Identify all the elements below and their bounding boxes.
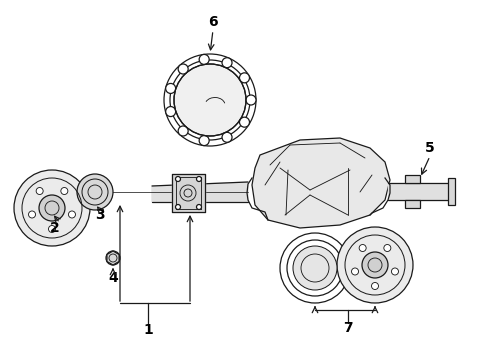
Circle shape [362, 252, 388, 278]
Circle shape [69, 211, 75, 218]
Circle shape [287, 240, 343, 296]
Circle shape [49, 225, 55, 233]
Circle shape [222, 132, 232, 142]
Circle shape [170, 60, 250, 140]
Circle shape [280, 233, 350, 303]
Circle shape [359, 244, 366, 252]
Circle shape [166, 107, 175, 117]
Circle shape [392, 268, 398, 275]
Circle shape [166, 84, 175, 94]
Polygon shape [152, 182, 248, 202]
Circle shape [77, 174, 113, 210]
Text: 4: 4 [108, 271, 118, 285]
Circle shape [384, 244, 391, 252]
Text: 3: 3 [95, 208, 105, 222]
Circle shape [36, 188, 43, 194]
Circle shape [222, 58, 232, 68]
Polygon shape [448, 178, 455, 205]
Text: 5: 5 [425, 141, 435, 155]
Circle shape [371, 283, 378, 289]
Circle shape [240, 117, 249, 127]
Circle shape [199, 54, 209, 64]
Text: 1: 1 [143, 323, 153, 337]
Circle shape [174, 64, 246, 136]
Polygon shape [252, 138, 390, 228]
Circle shape [240, 73, 249, 83]
Circle shape [351, 268, 359, 275]
Circle shape [246, 95, 256, 105]
Circle shape [39, 195, 65, 221]
Text: 6: 6 [208, 15, 218, 29]
Circle shape [337, 227, 413, 303]
Polygon shape [388, 183, 450, 200]
Circle shape [199, 136, 209, 145]
Polygon shape [405, 200, 420, 208]
Circle shape [61, 188, 68, 194]
Polygon shape [172, 174, 205, 212]
Circle shape [164, 54, 256, 146]
Circle shape [178, 64, 188, 74]
Circle shape [175, 176, 180, 181]
Circle shape [178, 126, 188, 136]
Circle shape [14, 170, 90, 246]
Circle shape [196, 204, 201, 210]
Circle shape [293, 246, 337, 290]
Text: 2: 2 [50, 221, 60, 235]
Text: 7: 7 [343, 321, 353, 335]
Circle shape [196, 176, 201, 181]
Polygon shape [405, 175, 420, 183]
Polygon shape [107, 251, 119, 265]
Circle shape [106, 251, 120, 265]
Circle shape [175, 204, 180, 210]
Circle shape [28, 211, 36, 218]
